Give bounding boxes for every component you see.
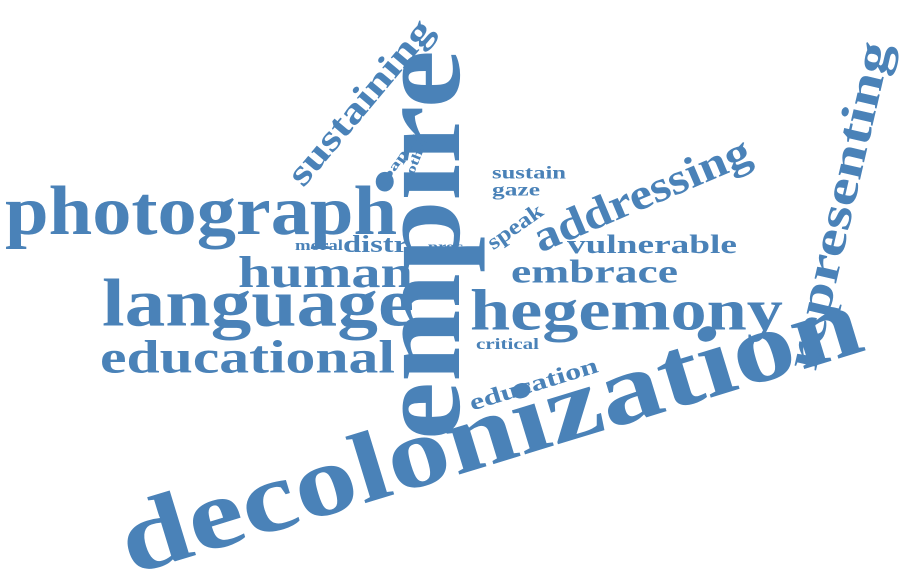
word-proc: proc xyxy=(428,238,463,254)
word-educational: educational xyxy=(100,331,395,384)
word-embrace: embrace xyxy=(511,254,679,291)
word-human: human xyxy=(238,247,414,297)
word-photograph: photograph xyxy=(5,173,398,250)
word-vulnerable: vulnerable xyxy=(567,230,737,260)
word-hegemony: hegemony xyxy=(470,277,783,343)
word-critical: critical xyxy=(476,336,539,354)
word-sustain: sustain xyxy=(492,162,567,183)
word-moral: moral xyxy=(295,238,343,254)
word-language: language xyxy=(102,264,415,341)
word-gaze: gaze xyxy=(492,179,540,200)
word-distr: distr xyxy=(343,231,408,258)
